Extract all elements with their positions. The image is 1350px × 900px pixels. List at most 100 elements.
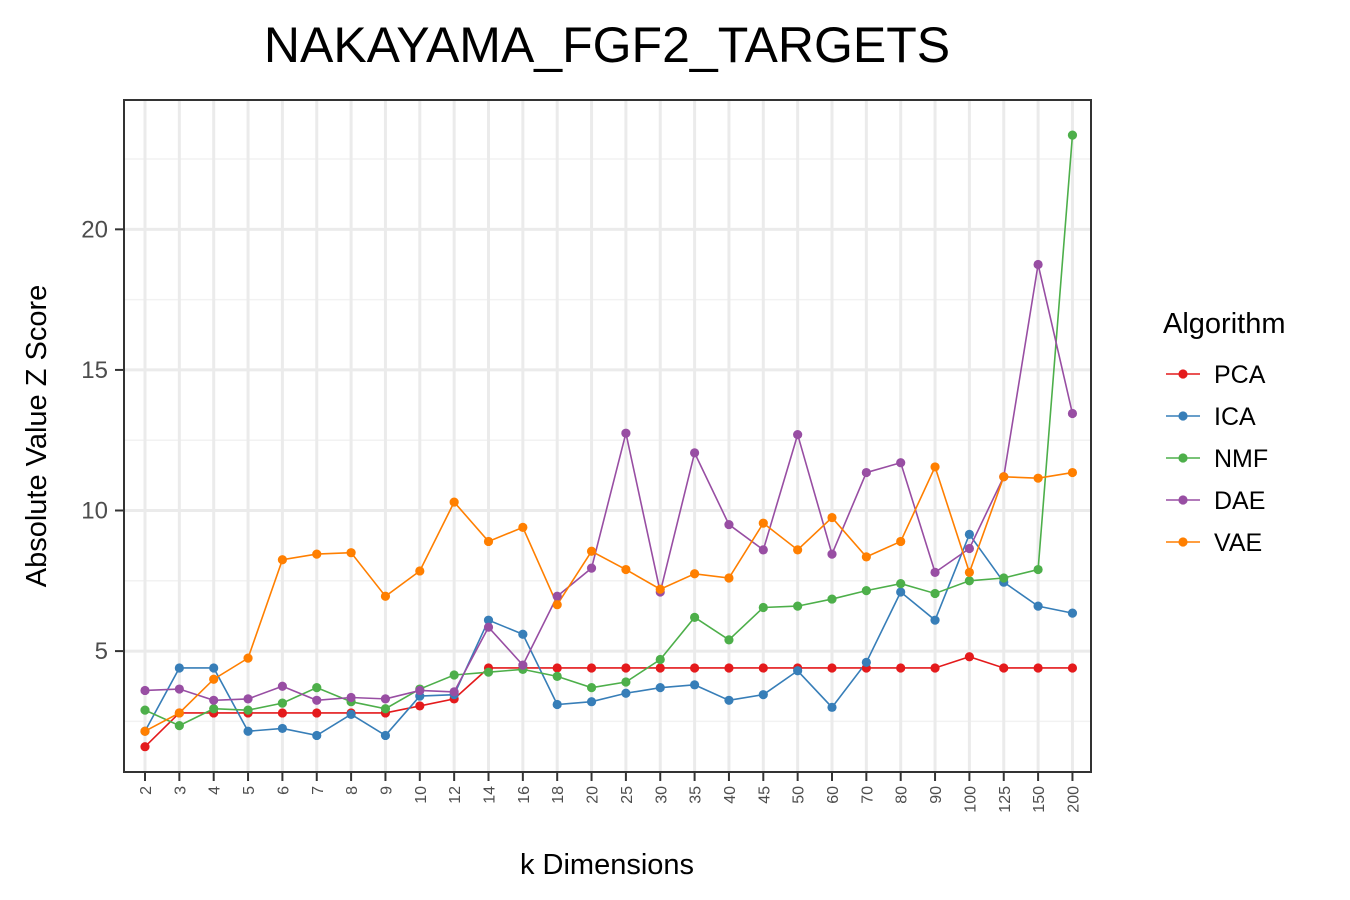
data-point-pca — [1067, 663, 1078, 673]
data-point-ica — [964, 529, 975, 540]
x-tick-label: 4 — [207, 786, 224, 795]
data-point-ica — [827, 702, 837, 712]
legend-label-ica: ICA — [1214, 403, 1256, 431]
data-point-ica — [277, 723, 287, 734]
data-point-vae — [827, 512, 837, 523]
x-tick-label: 125 — [997, 786, 1014, 813]
data-point-ica — [380, 730, 391, 741]
data-point-nmf — [174, 721, 184, 731]
series-line-pca — [144, 655, 1073, 748]
data-point-nmf — [930, 588, 940, 599]
x-tick-label: 2 — [138, 786, 155, 795]
x-tick-label: 16 — [516, 786, 533, 804]
data-point-dae — [140, 685, 150, 696]
data-point-dae — [758, 545, 768, 555]
plot-panel-border — [123, 99, 1092, 773]
x-tick-label: 7 — [310, 786, 327, 795]
y-tick-label: 5 — [95, 638, 108, 665]
data-point-ica — [209, 663, 219, 673]
data-point-pca — [312, 708, 322, 718]
x-tick-label: 6 — [275, 786, 292, 795]
data-point-vae — [346, 548, 356, 558]
x-tick-label: 100 — [962, 786, 979, 813]
legend-label-nmf: NMF — [1214, 445, 1268, 473]
data-point-vae — [243, 653, 253, 663]
data-point-pca — [930, 663, 940, 673]
y-tick-label: 15 — [81, 357, 108, 384]
data-point-vae — [174, 708, 184, 718]
data-point-vae — [380, 591, 391, 601]
data-point-vae — [861, 552, 871, 562]
data-point-pca — [690, 663, 700, 673]
x-tick-label: 45 — [756, 786, 773, 804]
y-axis: 5 10 15 20 — [81, 216, 124, 665]
data-point-pca — [964, 652, 975, 662]
x-axis: 2 3 4 5 6 7 8 9 10 12 14 16 18 20 25 30 35 40 45 50 60 70 80 90… — [138, 772, 1082, 813]
legend-label-vae: VAE — [1214, 529, 1262, 557]
legend-key-vae — [1166, 537, 1200, 547]
legend-key-point — [1178, 537, 1188, 547]
x-tick-label: 3 — [172, 786, 189, 795]
legend-key-dae — [1166, 495, 1200, 505]
data-point-dae — [724, 519, 734, 530]
legend-title: Algorithm — [1163, 308, 1286, 340]
x-tick-label: 35 — [688, 786, 705, 804]
data-point-nmf — [896, 579, 906, 589]
x-tick-label: 90 — [928, 786, 945, 804]
data-point-dae — [964, 543, 975, 554]
data-point-pca — [758, 663, 768, 673]
legend: Algorithm PCA ICA NMF DAE VAE — [1163, 308, 1286, 557]
data-point-nmf — [621, 677, 631, 687]
data-point-vae — [655, 584, 665, 594]
data-point-dae — [449, 687, 459, 697]
data-point-ica — [724, 695, 734, 705]
data-point-vae — [621, 564, 631, 575]
data-point-vae — [277, 555, 287, 565]
legend-key-ica — [1166, 411, 1200, 421]
data-point-nmf — [758, 602, 768, 613]
data-point-dae — [312, 695, 322, 705]
data-point-ica — [586, 697, 597, 707]
minor-gridlines — [124, 158, 1091, 723]
data-point-dae — [1067, 408, 1078, 419]
data-point-vae — [724, 573, 734, 583]
data-point-nmf — [861, 586, 871, 596]
data-point-nmf — [552, 671, 562, 682]
data-point-pca — [999, 663, 1009, 673]
legend-key-point — [1178, 369, 1188, 379]
data-point-ica — [861, 657, 871, 667]
data-point-dae — [827, 549, 837, 559]
data-point-dae — [552, 591, 562, 601]
x-tick-label: 150 — [1031, 786, 1048, 813]
data-point-vae — [896, 536, 906, 547]
x-tick-label: 8 — [344, 786, 361, 795]
series-points — [140, 130, 1078, 752]
data-point-nmf — [449, 670, 459, 680]
x-tick-label: 20 — [585, 786, 602, 804]
data-point-pca — [140, 742, 150, 752]
data-point-nmf — [380, 704, 391, 714]
legend-key-point — [1178, 411, 1188, 421]
data-point-nmf — [209, 704, 219, 714]
legend-key-pca — [1166, 369, 1200, 379]
data-point-pca — [655, 663, 665, 673]
legend-label-pca: PCA — [1214, 361, 1266, 389]
y-tick-label: 10 — [81, 498, 108, 525]
data-point-dae — [586, 563, 597, 573]
data-point-nmf — [483, 667, 494, 677]
chart-title: NAKAYAMA_FGF2_TARGETS — [264, 17, 950, 73]
data-point-dae — [518, 660, 528, 670]
data-point-dae — [690, 448, 700, 458]
data-point-dae — [415, 685, 425, 696]
x-tick-label: 80 — [894, 786, 911, 804]
data-point-ica — [655, 683, 665, 693]
data-point-pca — [1033, 663, 1043, 673]
x-tick-label: 12 — [447, 786, 464, 804]
x-tick-label: 18 — [550, 786, 567, 804]
data-point-vae — [140, 726, 150, 736]
data-point-nmf — [724, 635, 734, 645]
data-point-nmf — [586, 683, 597, 693]
legend-key-point — [1178, 453, 1188, 463]
data-point-dae — [793, 429, 803, 440]
data-point-pca — [586, 663, 597, 673]
